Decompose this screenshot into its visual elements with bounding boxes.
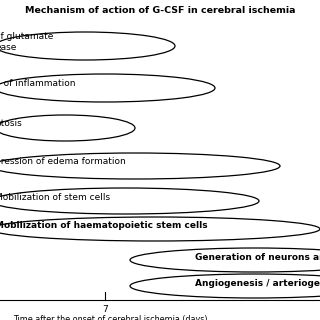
- Text: pression of edema formation: pression of edema formation: [0, 157, 126, 166]
- Text: Angiogenesis / arteriogenesis: Angiogenesis / arteriogenesis: [195, 278, 320, 287]
- Text: Generation of neurons and astroc…: Generation of neurons and astroc…: [195, 252, 320, 261]
- Text: 7: 7: [102, 305, 108, 314]
- Text: Mobilization of stem cells: Mobilization of stem cells: [0, 193, 110, 202]
- Text: ptosis: ptosis: [0, 119, 22, 129]
- Text: Mobilization of haematopoietic stem cells: Mobilization of haematopoietic stem cell…: [0, 220, 208, 229]
- Text: Time after the onset of cerebral ischemia (days): Time after the onset of cerebral ischemi…: [13, 315, 207, 320]
- Text: of glutamate
ease: of glutamate ease: [0, 32, 53, 52]
- Text: n of inflammation: n of inflammation: [0, 79, 76, 89]
- Text: Mechanism of action of G-CSF in cerebral ischemia: Mechanism of action of G-CSF in cerebral…: [25, 6, 295, 15]
